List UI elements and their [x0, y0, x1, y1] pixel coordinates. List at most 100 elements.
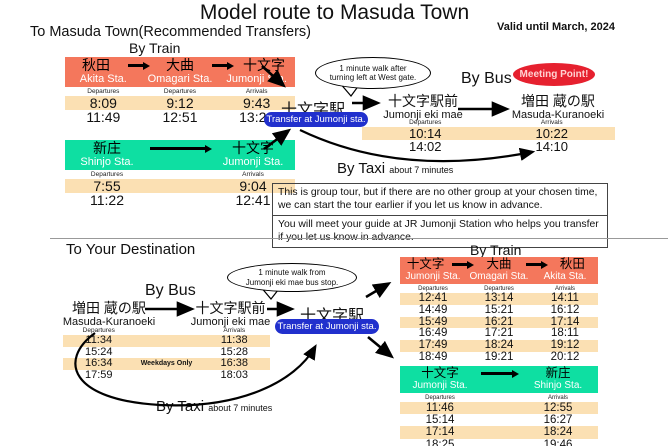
weekdays-only-note: Weekdays Only [140, 360, 193, 367]
table-row: 11:46 12:55 [400, 402, 598, 415]
column-labels: Departures Arrivals [400, 394, 598, 402]
station-name: Jumonji Sta. [412, 380, 468, 391]
table-row: 15:49 16:21 17:14 [400, 315, 598, 329]
bus-table-to-jumonji: Departures Arrivals 11:34 11:38 15:24 15… [63, 326, 270, 381]
taxi-duration: about 7 minutes [208, 403, 273, 413]
by-train-label-top: By Train [129, 40, 181, 56]
departures-label: Departures [82, 327, 115, 334]
time-cell: 16:12 [550, 303, 580, 316]
table-row: 11:34 11:38 [63, 334, 270, 347]
time-cell: 9:12 [166, 95, 194, 111]
station-name: Akita Sta. [543, 271, 587, 282]
time-cell: 18:24 [484, 339, 514, 352]
column-labels: Departures Arrivals [362, 119, 615, 127]
time-cell: 11:46 [426, 402, 454, 414]
time-cell: 17:59 [84, 368, 113, 381]
departures-label: Departures [418, 286, 448, 292]
departures-label: Departures [163, 88, 197, 95]
section-title-to-destination: To Your Destination [66, 241, 196, 258]
stop-name: Jumonji eki mae [190, 316, 271, 328]
arrivals-label: Arrivals [242, 171, 264, 178]
table-row: 16:49 17:21 18:11 [400, 328, 598, 340]
time-cell: 14:02 [408, 139, 442, 154]
table-row: 14:02 14:10 [362, 140, 615, 153]
table-header: 秋田 大曲 十文字 Akita Sta. Omagari Sta. Jumonj… [65, 57, 295, 87]
time-cell: 12:55 [543, 402, 573, 414]
time-cell: 15:14 [425, 414, 455, 427]
by-taxi-text: By Taxi [156, 398, 205, 415]
table-row: 11:49 12:51 13:24 [65, 110, 295, 124]
time-cell: 16:49 [418, 327, 448, 340]
station-kanji: 秋田 [559, 257, 585, 271]
station-kanji: 新庄 [93, 140, 121, 156]
by-bus-label-top: By Bus [461, 70, 512, 87]
station-name: Jumonji Sta. [222, 156, 284, 168]
time-cell: 8:09 [89, 95, 117, 111]
walk-note-line: 1 minute walk after [339, 63, 407, 73]
transfer-badge-bottom: Transfer at Jumonji sta. [275, 319, 379, 334]
table-header: 新庄 十文字 Shinjo Sta. Jumonji Sta. [65, 140, 295, 170]
walk-note-balloon-bottom: 1 minute walk from Jumonji eki mae bus s… [227, 263, 357, 292]
table-header: 十文字 大曲 秋田 Jumonji Sta. Omagari Sta. Akit… [400, 257, 598, 284]
time-cell: 16:21 [484, 315, 514, 328]
arrivals-label: Arrivals [245, 88, 268, 95]
departures-label: Departures [87, 88, 120, 95]
by-taxi-label-bottom: By Taxi about 7 minutes [156, 398, 272, 415]
stop-kanji: 十文字駅前 [195, 300, 266, 316]
stop-name: Masuda-Kuranoeki [511, 109, 605, 121]
jumonji-ekimae-stop-top: 十文字駅前 Jumonji eki mae [368, 94, 478, 122]
by-train-label-bottom: By Train [470, 242, 522, 258]
time-cell: 17:49 [418, 339, 448, 352]
arrow-right-icon [451, 260, 475, 269]
notice-line: This is group tour, but if there are no … [278, 187, 598, 212]
arrow-station-to-akita-table [365, 282, 392, 299]
arrivals-label: Arrivals [223, 327, 246, 334]
time-cell: 7:55 [93, 178, 121, 194]
table-row: 8:09 9:12 9:43 [65, 96, 295, 110]
station-name: Akita Sta. [79, 73, 127, 85]
time-cell: 17:14 [425, 426, 455, 439]
meeting-point-badge: Meeting Point! [513, 63, 595, 86]
station-name: Omagari Sta. [469, 271, 529, 282]
arrow-right-icon [480, 369, 520, 378]
station-kanji: 大曲 [486, 257, 512, 271]
time-cell: 17:21 [484, 327, 514, 340]
table-row: 17:14 18:24 [400, 426, 598, 439]
time-cell: 17:14 [550, 315, 580, 328]
time-cell: 15:21 [484, 303, 514, 316]
transfer-badge-top: Transfer at Jumonji sta. [264, 112, 368, 127]
time-cell: 18:11 [551, 327, 579, 340]
table-row: 18:49 19:21 20:12 [400, 351, 598, 364]
table-row: 16:34 Weekdays Only 16:38 [63, 357, 270, 370]
valid-until-note: Valid until March, 2024 [497, 21, 615, 33]
time-cell: 12:41 [418, 292, 448, 304]
time-cell: 18:24 [543, 426, 573, 439]
column-labels: Departures Departures Arrivals [65, 88, 295, 96]
train-table-jumonji-to-akita: 十文字 大曲 秋田 Jumonji Sta. Omagari Sta. Akit… [400, 257, 598, 364]
time-cell: 14:49 [418, 303, 448, 316]
time-cell: 11:22 [90, 192, 124, 208]
arrow-right-icon [149, 144, 213, 153]
station-name: Jumonji Sta. [226, 73, 287, 85]
time-cell: 12:51 [162, 109, 198, 125]
notice-line: You will meet your guide at JR Jumonji S… [273, 215, 607, 247]
time-cell: 9:04 [239, 178, 267, 194]
time-cell: 9:43 [243, 95, 271, 111]
station-kanji: 十文字 [421, 366, 459, 380]
time-cell: 13:14 [484, 292, 514, 304]
table-row: 10:14 10:22 [362, 127, 615, 140]
departures-label: Departures [425, 395, 455, 401]
taxi-duration: about 7 minutes [389, 165, 454, 175]
table-row: 15:14 16:27 [400, 414, 598, 426]
column-labels: Departures Arrivals [63, 327, 270, 335]
stop-kanji: 増田 蔵の駅 [521, 93, 595, 109]
walk-note-line: 1 minute walk from [258, 268, 326, 278]
time-cell: 16:27 [543, 414, 573, 427]
arrow-station-to-shinjo-table [367, 335, 395, 359]
table-row: 18:25 19:46 [400, 439, 598, 446]
by-taxi-text: By Taxi [337, 160, 386, 177]
time-cell: 16:34 [84, 357, 113, 369]
departures-label: Departures [484, 286, 514, 292]
arrivals-label: Arrivals [540, 119, 563, 126]
table-row: 11:22 12:41 [65, 193, 295, 207]
